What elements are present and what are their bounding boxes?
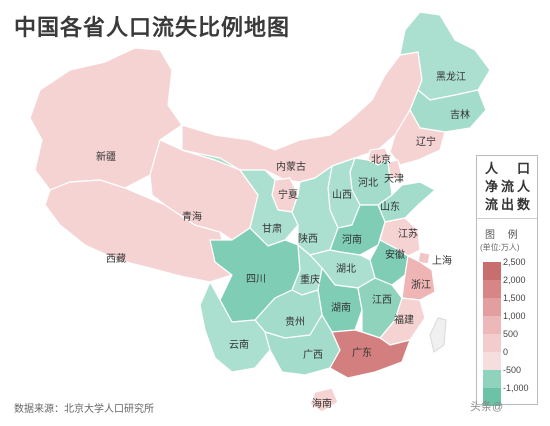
label-chongqing: 重庆: [300, 273, 320, 286]
legend-value: -1,000: [503, 383, 529, 393]
province-heilongjiang: [399, 11, 491, 101]
label-yunnan: 云南: [229, 338, 249, 351]
label-jilin: 吉林: [450, 108, 470, 121]
legend-head-char: 流: [485, 197, 499, 212]
label-guangxi: 广西: [303, 349, 323, 361]
legend-head-char: 口: [517, 161, 531, 176]
label-shanghai: 上海: [432, 254, 452, 267]
label-beijing: 北京: [371, 153, 391, 166]
legend-value: 2,000: [503, 275, 526, 285]
label-gansu: 甘肃: [262, 222, 282, 235]
legend-head-char: 人: [517, 179, 531, 194]
legend: 人 口 净 流 人 流 出 数 图 例 (单位:万人) 2,500 2,000 1,…: [476, 155, 538, 406]
label-sichuan: 四川: [246, 274, 266, 285]
legend-swatch: [483, 352, 501, 370]
legend-header: 人 口 净 流 人 流 出 数: [477, 156, 537, 219]
label-shanxi: 山西: [332, 189, 352, 201]
label-tianjin: 天津: [384, 173, 404, 185]
province-guangdong: [329, 329, 411, 379]
map-title: 中国各省人口流失比例地图: [14, 15, 291, 40]
label-guizhou: 贵州: [285, 315, 305, 328]
province-liaoning: [389, 109, 446, 166]
province-hainan: [309, 387, 339, 413]
legend-swatch: [483, 298, 501, 316]
legend-value: -500: [503, 365, 522, 375]
label-anhui: 安徽: [385, 248, 405, 261]
label-neimenggu: 内蒙古: [276, 160, 306, 173]
legend-value: 2,500: [503, 257, 526, 267]
taiwan-outline: [429, 317, 447, 353]
legend-head-char: 净: [485, 179, 499, 194]
legend-head-char: 出: [501, 197, 515, 212]
label-hebei: 河北: [358, 177, 378, 189]
legend-swatch: [483, 262, 501, 280]
label-shaanxi: 陕西: [298, 232, 318, 245]
province-yunnan: [199, 281, 271, 373]
legend-value: 1,500: [503, 293, 526, 303]
label-hainan: 海南: [312, 397, 332, 410]
watermark: 头条@: [470, 401, 504, 413]
label-heilongjiang: 黑龙江: [436, 70, 466, 83]
label-zhejiang: 浙江: [411, 279, 431, 291]
legend-swatch: [483, 388, 501, 406]
label-henan: 河南: [342, 233, 362, 246]
province-zhejiang: [401, 255, 436, 301]
legend-value: 500: [503, 329, 519, 339]
legend-head-char: 流: [501, 179, 515, 194]
province-jilin: [409, 89, 487, 133]
legend-swatch: [483, 370, 501, 388]
data-source: 数据来源：北京大学人口研究所: [14, 404, 154, 415]
legend-subtitle: 图 例: [485, 230, 523, 241]
legend-value: 0: [503, 347, 509, 357]
legend-swatch: [483, 316, 501, 334]
province-shanghai: [417, 251, 431, 265]
label-qinghai: 青海: [182, 210, 202, 223]
label-shandong: 山东: [380, 200, 400, 213]
label-ningxia: 宁夏: [278, 188, 298, 201]
legend-head-char: 数: [517, 197, 531, 212]
label-xinjiang: 新疆: [96, 150, 116, 163]
label-hubei: 湖北: [336, 263, 356, 275]
label-hunan: 湖南: [331, 301, 351, 314]
legend-swatch: [483, 334, 501, 352]
label-xizang: 西藏: [106, 253, 126, 265]
label-jiangsu: 江苏: [398, 227, 418, 240]
label-liaoning: 辽宁: [416, 135, 436, 148]
legend-unit: (单位:万人): [480, 243, 520, 252]
legend-head-char: 人: [485, 161, 499, 176]
legend-swatch: [483, 280, 501, 298]
legend-value: 1,000: [503, 311, 526, 321]
province-xizang: [44, 179, 233, 283]
label-fujian: 福建: [394, 313, 414, 326]
label-jiangxi: 江西: [372, 294, 392, 306]
label-guangdong: 广东: [352, 346, 372, 359]
